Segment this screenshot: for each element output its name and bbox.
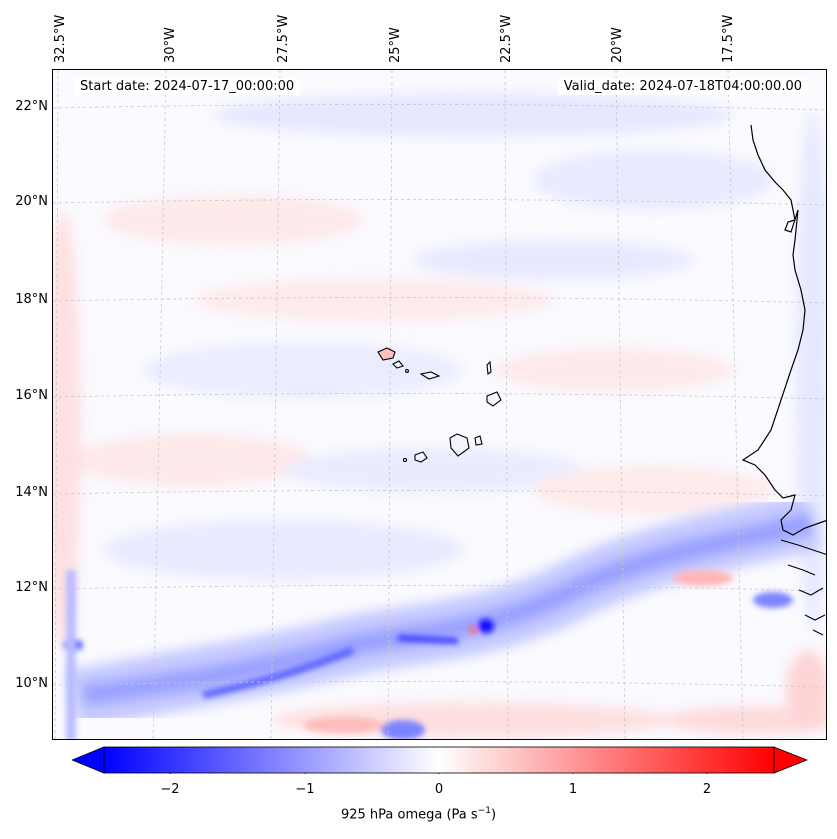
map-panel: Start date: 2024-07-17_00:00:00 Valid_da… [52,69,827,740]
graticule [53,70,826,739]
colorbar-tick-label: −2 [160,782,180,797]
lat-label: 14°N [15,485,48,500]
lon-label: 32.5°W [53,14,68,63]
lon-label: 30°W [163,27,178,63]
colorbar-extend-low [72,746,105,774]
lat-label: 16°N [15,388,48,403]
lat-label: 20°N [15,194,48,209]
colorbar-tick-marks [169,773,708,774]
colorbar-tick-label: −1 [295,782,315,797]
valid-date-label: Valid_date: 2024-07-18T04:00:00.00 [557,78,808,95]
lon-label: 17.5°W [721,14,736,63]
lat-label: 10°N [15,676,48,691]
itcz-band [67,490,821,730]
lat-label: 12°N [15,580,48,595]
background-field [53,93,826,738]
colorbar [72,746,808,774]
colorbar-gradient [103,746,775,774]
lon-label: 25°W [388,27,403,63]
omega-field [53,70,826,739]
colorbar-tick-label: 0 [434,782,444,797]
lon-label: 27.5°W [276,14,291,63]
colorbar-tick-label: 2 [702,782,712,797]
colorbar-label: 925 hPa omega (Pa s−1) [340,806,497,823]
cape-verde-islands [377,347,502,463]
colorbar-extend-high [773,746,808,774]
colorbar-tick-label: 1 [568,782,578,797]
itcz-core [63,570,793,739]
start-date-label: Start date: 2024-07-17_00:00:00 [74,78,301,95]
lon-label: 22.5°W [499,14,514,63]
africa-coastline [741,124,826,536]
lat-label: 22°N [15,99,48,114]
coastline-islands-south [780,539,826,636]
lat-label: 18°N [15,292,48,307]
lon-label: 20°W [610,27,625,63]
